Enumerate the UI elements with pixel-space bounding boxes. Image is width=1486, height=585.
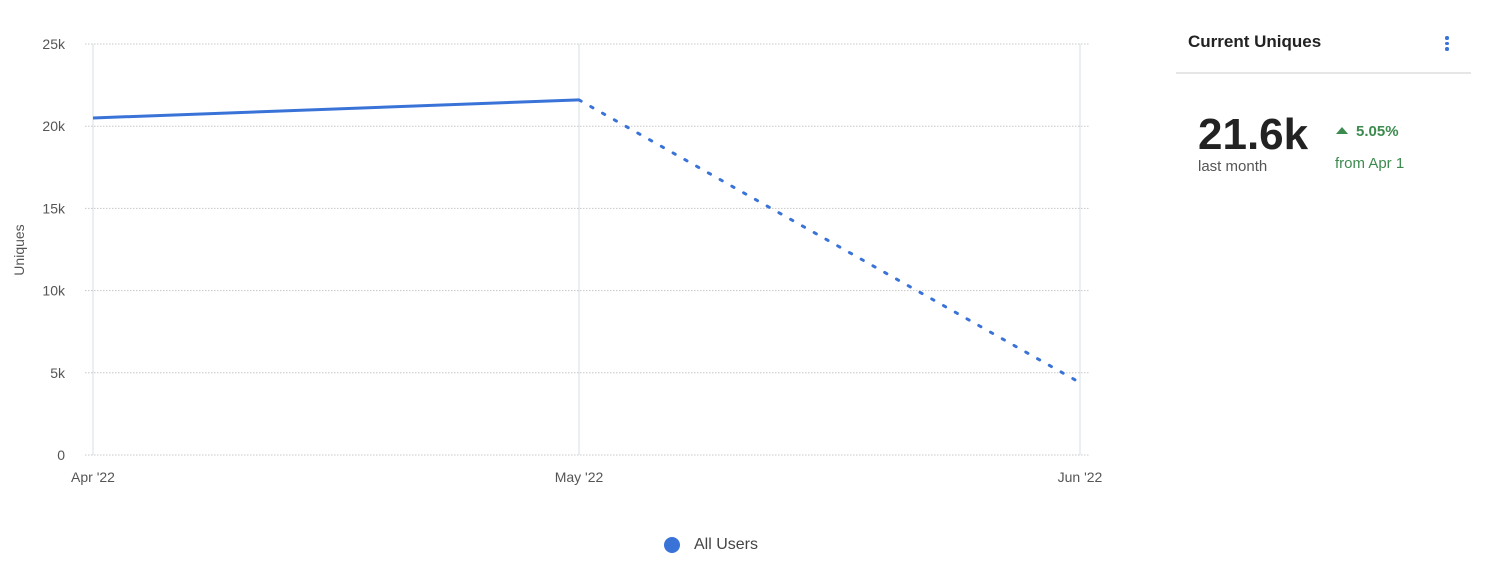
x-tick-label: Jun '22 [1058, 469, 1103, 485]
y-tick-label: 0 [57, 447, 65, 463]
y-tick-label: 5k [50, 365, 66, 381]
panel-title-text: Current Uniques [1188, 32, 1322, 51]
change-value: 5.05% [1356, 123, 1399, 140]
legend[interactable]: All Users [664, 536, 758, 554]
arrow-up-icon [1336, 127, 1348, 134]
series-line-solid [92, 98, 580, 120]
change-label: from Apr 1 [1335, 155, 1405, 172]
kebab-icon[interactable] [1445, 36, 1449, 53]
current-value: 21.6k [1198, 110, 1309, 159]
y-axis-label: Uniques [11, 224, 27, 275]
y-tick-label: 25k [42, 36, 66, 52]
series-line-projected [577, 98, 1082, 385]
panel-title: Current Uniques [1176, 28, 1471, 74]
legend-label: All Users [694, 536, 759, 553]
legend-dot [664, 537, 680, 553]
value-label: last month [1198, 158, 1268, 175]
current-uniques-panel: Current Uniques 21.6k last month 5.05% f… [1176, 28, 1471, 175]
y-tick-label: 15k [42, 200, 66, 216]
y-tick-label: 10k [42, 283, 66, 299]
x-tick-label: Apr '22 [71, 469, 115, 485]
y-tick-label: 20k [42, 118, 66, 134]
line-chart: 0 5k 10k 15k 20k 25k Apr '22 May '22 Jun '22 Uniq… [11, 36, 1103, 485]
x-tick-label: May '22 [555, 469, 604, 485]
change-percent: 5.05% [1336, 123, 1399, 140]
